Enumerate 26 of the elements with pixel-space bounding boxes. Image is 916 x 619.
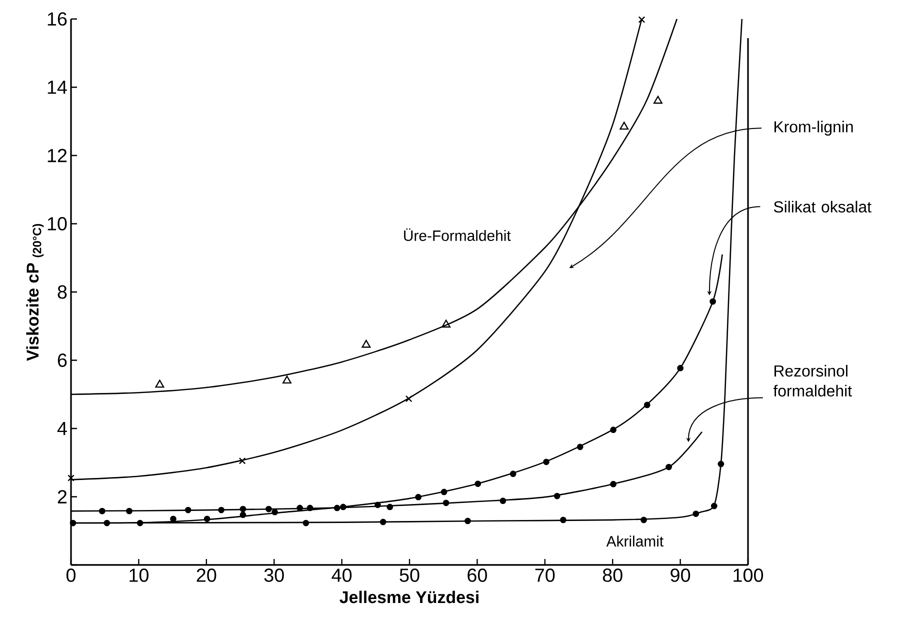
x-tick-label: 10 — [130, 568, 148, 582]
x-tick-label: 100 — [734, 568, 764, 582]
y-tick-label: 8 — [58, 285, 67, 299]
y-tick-label: 6 — [58, 354, 67, 367]
text: Krom-lignin — [774, 120, 853, 136]
y-tick-label: 12 — [48, 148, 67, 162]
x-tick-label: 60 — [468, 568, 487, 582]
y-tick-label: 2 — [58, 490, 67, 504]
series-label: Üre-Formaldehit — [404, 228, 511, 241]
x-tick-label: 20 — [196, 568, 216, 582]
y-axis-title: Viskozite cP $_{(20°C)}$ — [26, 224, 44, 361]
x-tick-label: 50 — [400, 568, 420, 582]
y-tick-label: 10 — [48, 217, 67, 230]
text: Rezorsinol formaldehit — [773, 364, 852, 397]
x-tick-label: 90 — [670, 568, 690, 582]
y-tick-label: 16 — [48, 12, 67, 26]
series-label: Akrilamit — [606, 536, 664, 547]
x-tick-label: 0 — [66, 568, 76, 582]
y-tick-label: 14 — [48, 80, 67, 94]
y-tick-label: 4 — [57, 422, 67, 435]
x-axis-title: Jellesme Yüzdesi — [340, 590, 478, 604]
x-tick-label: 30 — [264, 568, 284, 582]
text: Silikat oksalat — [774, 200, 872, 213]
x-tick-label: 70 — [535, 568, 555, 582]
x-tick-label: 40 — [332, 568, 352, 582]
x-tick-label: 80 — [602, 568, 622, 582]
